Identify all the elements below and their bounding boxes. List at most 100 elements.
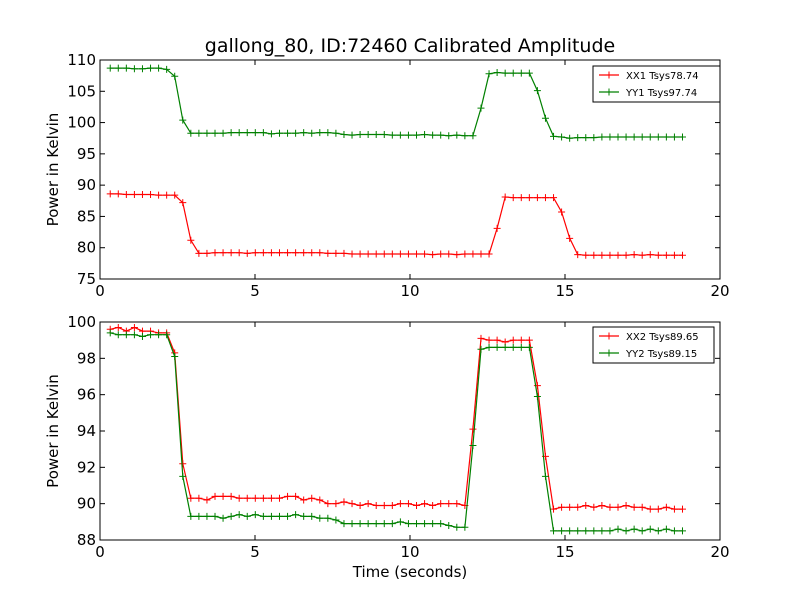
data-point bbox=[614, 503, 622, 511]
data-point bbox=[646, 505, 654, 513]
data-point bbox=[598, 527, 606, 535]
data-point bbox=[396, 250, 404, 258]
data-point bbox=[590, 134, 598, 142]
data-point bbox=[275, 129, 283, 137]
data-point bbox=[340, 498, 348, 506]
y-tick-label: 75 bbox=[77, 270, 96, 288]
x-tick-label: 15 bbox=[555, 543, 574, 561]
data-point bbox=[558, 527, 566, 535]
data-point bbox=[437, 131, 445, 139]
data-point bbox=[501, 343, 509, 351]
data-point bbox=[413, 131, 421, 139]
x-tick-label: 5 bbox=[250, 543, 260, 561]
data-point bbox=[638, 527, 646, 535]
data-point bbox=[227, 512, 235, 520]
data-point bbox=[662, 251, 670, 259]
data-point bbox=[122, 64, 130, 72]
data-point bbox=[155, 191, 163, 199]
data-point bbox=[493, 69, 501, 77]
data-point bbox=[670, 133, 678, 141]
data-point bbox=[421, 250, 429, 258]
data-point bbox=[284, 512, 292, 520]
data-point bbox=[622, 251, 630, 259]
y-tick-label: 88 bbox=[77, 531, 96, 549]
data-point bbox=[219, 514, 227, 522]
data-point bbox=[396, 131, 404, 139]
data-point bbox=[606, 133, 614, 141]
data-point bbox=[155, 331, 163, 339]
data-point bbox=[138, 333, 146, 341]
data-point bbox=[614, 133, 622, 141]
data-point bbox=[130, 191, 138, 199]
data-point bbox=[187, 129, 195, 137]
data-point bbox=[566, 134, 574, 142]
data-point bbox=[654, 251, 662, 259]
x-tick-label: 0 bbox=[95, 543, 105, 561]
data-point bbox=[590, 503, 598, 511]
data-point bbox=[630, 251, 638, 259]
data-point bbox=[550, 194, 558, 202]
data-point bbox=[267, 130, 275, 138]
data-point bbox=[469, 442, 477, 450]
y-tick-label: 85 bbox=[77, 207, 96, 225]
data-point bbox=[211, 492, 219, 500]
data-point bbox=[421, 520, 429, 528]
data-point bbox=[179, 460, 187, 468]
data-point bbox=[259, 249, 267, 257]
data-point bbox=[388, 501, 396, 509]
data-point bbox=[461, 523, 469, 531]
data-point bbox=[525, 194, 533, 202]
data-point bbox=[267, 494, 275, 502]
data-point bbox=[670, 527, 678, 535]
data-point bbox=[364, 130, 372, 138]
data-point bbox=[525, 69, 533, 77]
data-point bbox=[219, 492, 227, 500]
data-point bbox=[582, 134, 590, 142]
data-point bbox=[130, 331, 138, 339]
x-tick-label: 10 bbox=[400, 543, 419, 561]
data-point bbox=[421, 130, 429, 138]
data-point bbox=[243, 129, 251, 137]
data-point bbox=[348, 500, 356, 508]
y-tick-label: 110 bbox=[67, 51, 96, 69]
data-point bbox=[429, 501, 437, 509]
data-point bbox=[340, 520, 348, 528]
data-point bbox=[203, 129, 211, 137]
data-point bbox=[501, 193, 509, 201]
y-tick-label: 100 bbox=[67, 114, 96, 132]
data-point bbox=[179, 199, 187, 207]
data-point bbox=[219, 249, 227, 257]
data-point bbox=[638, 503, 646, 511]
data-point bbox=[147, 331, 155, 339]
data-point bbox=[251, 494, 259, 502]
data-point bbox=[300, 512, 308, 520]
data-point bbox=[187, 236, 195, 244]
data-point bbox=[413, 250, 421, 258]
data-point bbox=[662, 525, 670, 533]
x-tick-label: 20 bbox=[710, 543, 729, 561]
data-point bbox=[558, 133, 566, 141]
data-point bbox=[646, 251, 654, 259]
data-point bbox=[598, 251, 606, 259]
data-point bbox=[678, 133, 686, 141]
data-point bbox=[364, 520, 372, 528]
data-point bbox=[380, 130, 388, 138]
data-point bbox=[114, 64, 122, 72]
data-point bbox=[437, 500, 445, 508]
data-point bbox=[574, 503, 582, 511]
data-point bbox=[638, 251, 646, 259]
y-tick-label: 100 bbox=[67, 313, 96, 331]
data-point bbox=[501, 69, 509, 77]
data-point bbox=[106, 64, 114, 72]
data-point bbox=[541, 472, 549, 480]
data-point bbox=[614, 525, 622, 533]
y-tick-label: 90 bbox=[77, 495, 96, 513]
data-point bbox=[388, 250, 396, 258]
data-point bbox=[340, 249, 348, 257]
data-point bbox=[171, 72, 179, 80]
data-point bbox=[235, 129, 243, 137]
data-point bbox=[461, 250, 469, 258]
data-point bbox=[485, 343, 493, 351]
data-point bbox=[332, 129, 340, 137]
data-point bbox=[243, 249, 251, 257]
